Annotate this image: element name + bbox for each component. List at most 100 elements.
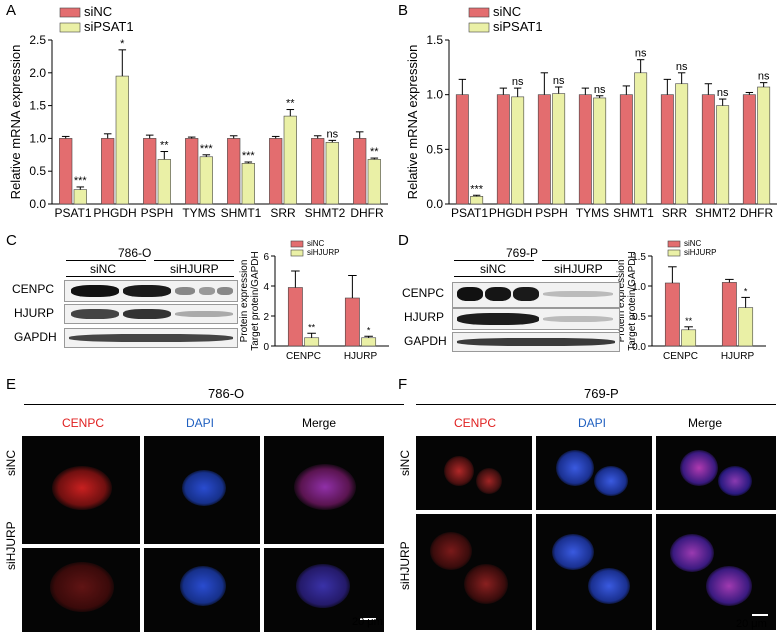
chart-b-legend-swatch: [468, 22, 490, 33]
blot-c-group-1: siNC: [90, 262, 116, 276]
chart-d-ytick-label: 1.5: [632, 252, 646, 263]
micro-f-row-2: siHJURP: [398, 541, 412, 590]
micro-f-ch-merge: Merge: [688, 416, 723, 430]
blot-c-cenpc: [64, 280, 238, 302]
micro-f-sihjurp-merge: [656, 514, 776, 630]
chart-d-xtick-label: CENPC: [663, 351, 698, 362]
chart-d-legend-swatch: [667, 240, 681, 248]
chart-b-bar-sinc-shmt1: [619, 94, 633, 205]
chart-c-ytick-label: 0: [263, 342, 269, 353]
micro-e-sinc-dapi: [144, 436, 260, 544]
chart-a-ytick-label: 2.5: [29, 33, 46, 47]
chart-a-significance: **: [160, 140, 169, 152]
micro-e-row-1: siNC: [4, 450, 18, 476]
chart-b-bar-sipsat1-srr: [675, 83, 689, 205]
chart-a-xtick-label: SHMT1: [221, 206, 262, 220]
blot-d-protein-3: GAPDH: [404, 334, 447, 348]
blot-d-group-line-2: [542, 260, 618, 261]
chart-c-ytick-label: 6: [263, 252, 269, 263]
chart-d: 0.0 0.5 1.0 1.5 Protein expression Target pro…: [616, 239, 766, 362]
chart-a-significance: ***: [242, 150, 256, 162]
chart-b-xtick-label: PHGDH: [489, 206, 532, 220]
chart-b-bar-sinc-phgdh: [496, 94, 510, 205]
chart-d-bar-sinc-cenpc: [664, 282, 680, 347]
chart-b-ytick-label: 1.0: [426, 88, 443, 102]
chart-c-ytick-label: 2: [263, 312, 269, 323]
chart-b-significance: ns: [676, 61, 688, 73]
chart-b-bar-sinc-psph: [537, 94, 551, 205]
chart-a-legend-label: siNC: [84, 4, 112, 19]
chart-b-bar-sipsat1-psph: [552, 93, 566, 205]
chart-a-legend-label: siPSAT1: [84, 19, 134, 34]
blot-d-hjurp: [452, 308, 620, 330]
panel-letter-c: C: [6, 232, 17, 249]
blot-d-group-1: siNC: [480, 262, 506, 276]
chart-c-bar-sinc-hjurp: [344, 297, 360, 347]
chart-b-bar-sinc-tyms: [578, 94, 592, 205]
micro-f-sinc-cenpc: [416, 436, 532, 510]
chart-b-ytick-label: 0.0: [426, 197, 443, 211]
chart-b-significance: ns: [717, 87, 729, 99]
chart-c-bar-sinc-cenpc: [287, 287, 303, 347]
blot-d-group-2: siHJURP: [554, 262, 603, 276]
blot-c-protein-3: GAPDH: [14, 330, 57, 344]
blot-d-protein-2: HJURP: [404, 310, 445, 324]
chart-c-ylabel: Target protein/GAPDH: [250, 251, 261, 351]
chart-a-bar-sinc-shmt2: [311, 138, 325, 205]
chart-a-ylabel: Relative mRNA expression: [8, 45, 23, 200]
chart-d-significance: *: [744, 286, 748, 296]
micro-e-sihjurp-dapi: [144, 548, 260, 632]
blot-d-cenpc: [452, 282, 620, 308]
chart-a-bar-sinc-psat1: [59, 138, 73, 205]
chart-a-bar-sipsat1-tyms: [199, 156, 213, 205]
micro-f-row-1: siNC: [398, 450, 412, 476]
chart-c-bar-sihjurp-cenpc: [304, 337, 320, 347]
micro-e-sinc-cenpc: [22, 436, 140, 544]
micro-e-ch-merge: Merge: [302, 416, 337, 430]
chart-a-ytick-label: 2.0: [29, 66, 46, 80]
chart-d-bar-sinc-hjurp: [721, 282, 737, 347]
chart-a-bar-sinc-tyms: [185, 138, 199, 205]
chart-b-legend-label: siPSAT1: [493, 19, 543, 34]
chart-c-bar-sihjurp-hjurp: [361, 337, 377, 347]
chart-a-significance: ns: [326, 128, 338, 140]
chart-a-xtick-label: PHGDH: [93, 206, 136, 220]
micro-e-ch-dapi: DAPI: [186, 416, 215, 430]
chart-a-legend-swatch: [59, 7, 81, 18]
chart-c-ylabel: Protein expression: [239, 260, 250, 343]
micro-f-ch-cenpc: CENPC: [454, 416, 497, 430]
chart-b-bar-sinc-shmt2: [701, 94, 715, 205]
chart-a-bar-sinc-phgdh: [101, 138, 115, 205]
chart-a-significance: ***: [74, 175, 88, 187]
panel-letter-f: F: [398, 376, 408, 393]
chart-a-xtick-label: SRR: [270, 206, 296, 220]
chart-a-significance: **: [286, 98, 295, 110]
chart-a-significance: *: [120, 38, 125, 50]
micro-e-line: [24, 404, 404, 405]
chart-b-significance: ns: [635, 48, 647, 60]
chart-a-ytick-label: 1.5: [29, 99, 46, 113]
chart-c-significance: **: [308, 322, 316, 332]
chart-c-significance: *: [367, 325, 371, 335]
chart-c-legend-swatch: [290, 249, 304, 257]
blot-c-cellline: 786-O: [118, 246, 152, 260]
panel-letter-b: B: [398, 2, 409, 19]
chart-d-significance: **: [685, 316, 693, 326]
micro-f-scale: 20 μm: [736, 618, 767, 630]
chart-a-bar-sipsat1-shmt2: [325, 142, 339, 205]
chart-d-xtick-label: HJURP: [721, 351, 755, 362]
chart-b-bar-sipsat1-psat1: [470, 196, 484, 205]
micro-e-scalebar: [360, 618, 376, 620]
chart-a-bar-sipsat1-psph: [157, 159, 171, 205]
micro-f-ch-dapi: DAPI: [578, 416, 607, 430]
chart-b-significance: ns: [594, 84, 606, 96]
chart-a-ytick-label: 1.0: [29, 131, 46, 145]
blot-d-cellline: 769-P: [506, 246, 539, 260]
chart-d-bar-sihjurp-hjurp: [738, 307, 754, 347]
chart-b-bar-sipsat1-dhfr: [757, 86, 771, 205]
chart-b-significance: ns: [758, 71, 770, 83]
chart-b-xtick-label: PSAT1: [451, 206, 488, 220]
chart-d-bar-sihjurp-cenpc: [681, 329, 697, 347]
chart-b-significance: ns: [553, 75, 565, 87]
chart-d-legend-label: siNC: [684, 239, 702, 248]
